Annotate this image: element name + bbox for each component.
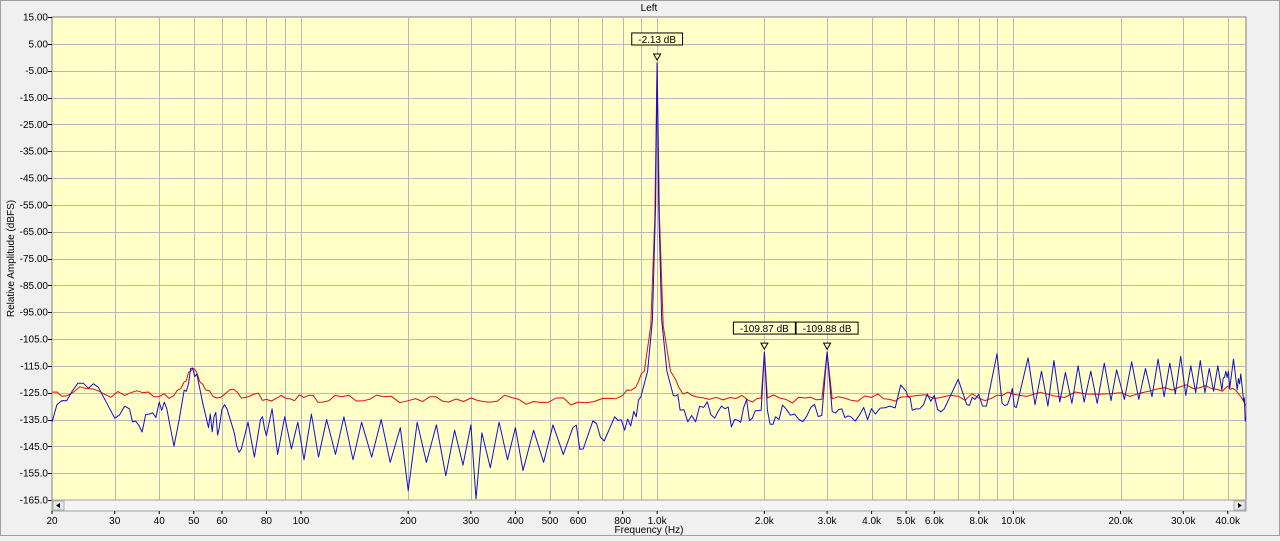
x-tick-label: 10.0k: [1001, 516, 1026, 527]
y-tick-label: -155.0: [20, 469, 49, 480]
x-tick-label: 5.0k: [897, 516, 917, 527]
marker-triangle-icon: [822, 342, 832, 351]
y-tick-label: -105.0: [20, 335, 49, 346]
x-tick-label: 40: [154, 516, 166, 527]
grid-lines: [52, 17, 1246, 500]
y-tick-label: -65.00: [20, 227, 49, 238]
peak-marker: -109.88 dB: [795, 321, 859, 351]
x-tick-label: 6.0k: [925, 516, 945, 527]
x-tick-label: 2.0k: [755, 516, 775, 527]
peak-marker: -109.87 dB: [732, 321, 796, 351]
x-tick-label: 500: [542, 516, 559, 527]
series-line: [52, 62, 1246, 407]
peak-marker: -2.13 dB: [631, 32, 684, 61]
arrow-right-icon: [1238, 503, 1242, 508]
x-tick-label: 80: [261, 516, 273, 527]
y-axis-label: Relative Amplitude (dBFS): [6, 200, 17, 317]
y-tick-label: -55.00: [20, 200, 49, 211]
y-tick-label: -125.0: [20, 388, 49, 399]
x-tick-label: 40.0k: [1216, 516, 1241, 527]
y-tick-label: -5.00: [25, 66, 48, 77]
y-tick-label: -15.00: [20, 93, 49, 104]
chart-title: Left: [641, 3, 658, 14]
x-tick-label: 30: [109, 516, 121, 527]
marker-label-box: [795, 321, 859, 335]
y-tick-label: -25.00: [20, 120, 49, 131]
x-tick-label: 30.0k: [1171, 516, 1196, 527]
y-tick-label: -115.0: [20, 361, 48, 372]
horizontal-scrollbar[interactable]: [51, 499, 1247, 512]
x-tick-label: 1.0k: [648, 516, 668, 527]
marker-label: -2.13 dB: [638, 35, 676, 46]
marker-triangle-icon: [652, 53, 662, 61]
x-axis-label: Frequency (Hz): [615, 525, 684, 536]
y-tick-label: -45.00: [20, 174, 49, 185]
x-tick-label: 100: [293, 516, 310, 527]
marker-label: -109.87 dB: [740, 324, 789, 335]
plot-area: [51, 16, 1247, 501]
y-tick-label: -165.0: [20, 496, 49, 507]
marker-label-box: [732, 321, 796, 335]
x-tick-label: 20: [46, 516, 58, 527]
y-tick-label: -75.00: [20, 254, 49, 265]
arrow-left-icon: [56, 503, 60, 508]
scrollbar-track[interactable]: [51, 499, 1247, 512]
marker-label: -109.88 dB: [803, 324, 852, 335]
series-line: [52, 62, 1246, 500]
y-tick-label: -95.00: [20, 308, 49, 319]
series-group: [52, 62, 1246, 500]
marker-triangle-icon: [760, 342, 769, 351]
y-tick-label: 5.00: [29, 39, 49, 50]
x-tick-label: 50: [188, 516, 200, 527]
x-tick-label: 4.0k: [862, 516, 882, 527]
x-tick-label: 20.0k: [1108, 516, 1133, 527]
y-tick-label: -135.0: [20, 415, 49, 426]
marker-label-box: [631, 32, 684, 46]
y-tick-label: 15.00: [23, 13, 48, 24]
y-tick-label: -35.00: [20, 147, 49, 158]
x-tick-label: 800: [614, 516, 631, 527]
x-tick-label: 60: [216, 516, 228, 527]
y-tick-label: -85.00: [20, 281, 49, 292]
y-tick-label: -145.0: [20, 442, 49, 453]
x-tick-label: 300: [463, 516, 480, 527]
x-tick-label: 600: [570, 516, 587, 527]
x-tick-label: 3.0k: [818, 516, 838, 527]
x-tick-label: 200: [400, 516, 417, 527]
x-tick-label: 8.0k: [969, 516, 989, 527]
x-tick-label: 400: [507, 516, 524, 527]
